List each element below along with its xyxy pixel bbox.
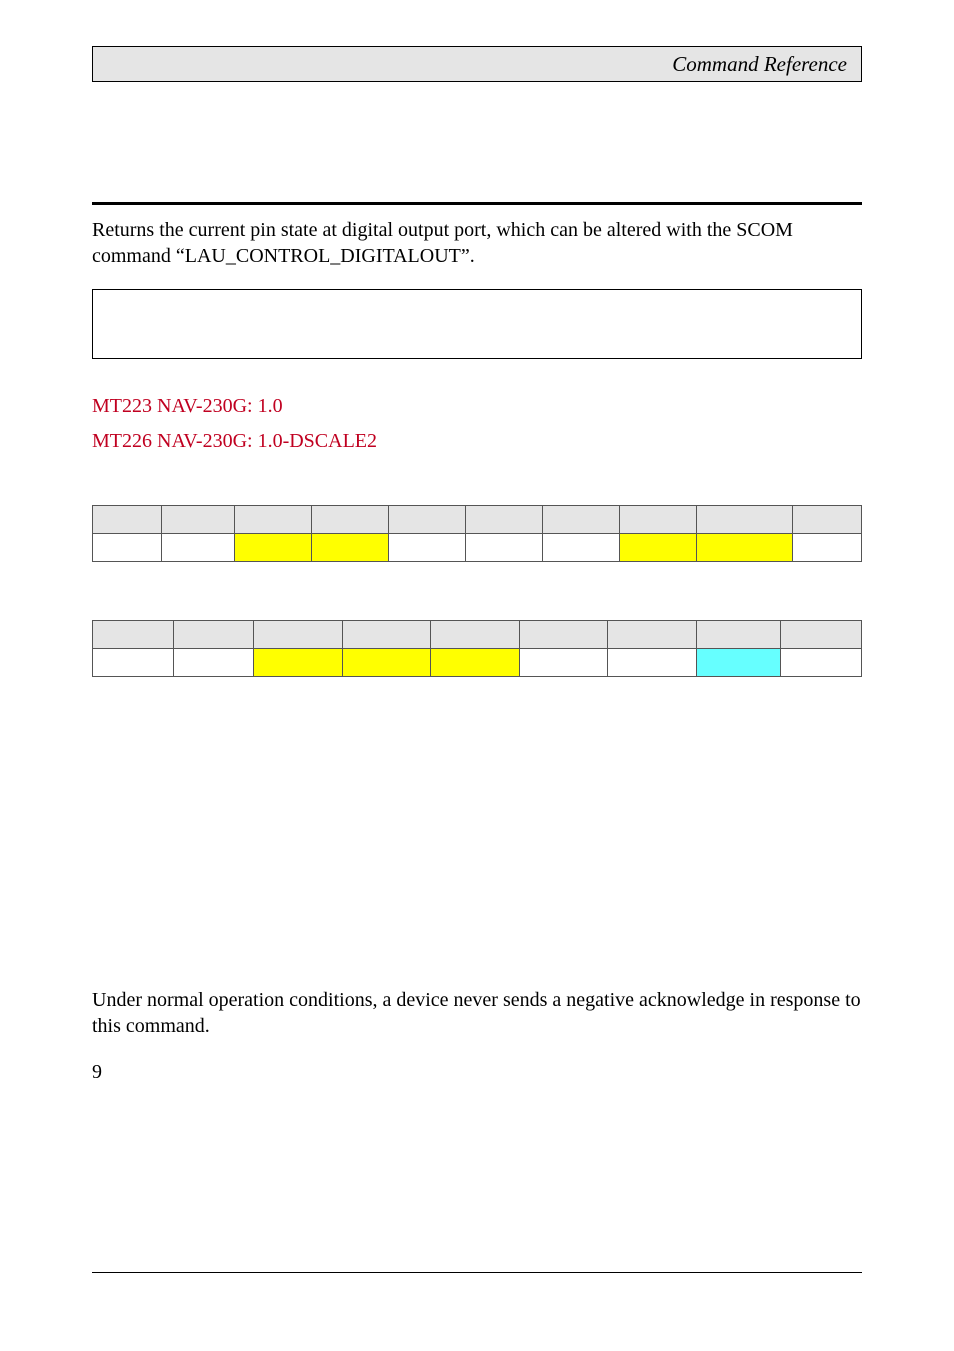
section-rule: [92, 202, 862, 205]
footer-rule: [92, 1272, 862, 1273]
intro-paragraph: Returns the current pin state at digital…: [92, 217, 862, 269]
table-1-data-row: [93, 534, 862, 562]
page-header: Command Reference: [92, 46, 862, 82]
table-1: [92, 505, 862, 562]
version-line-2: MT226 NAV-230G: 1.0-DSCALE2: [92, 430, 862, 453]
table-1-header-row: [93, 506, 862, 534]
header-title: Command Reference: [672, 52, 847, 77]
table-2: [92, 620, 862, 677]
version-line-1: MT223 NAV-230G: 1.0: [92, 395, 862, 418]
table-2-header-row: [93, 621, 862, 649]
footer-number: 9: [92, 1059, 862, 1085]
table-2-data-row: [93, 649, 862, 677]
note-paragraph: Under normal operation conditions, a dev…: [92, 987, 862, 1039]
empty-box: [92, 289, 862, 359]
